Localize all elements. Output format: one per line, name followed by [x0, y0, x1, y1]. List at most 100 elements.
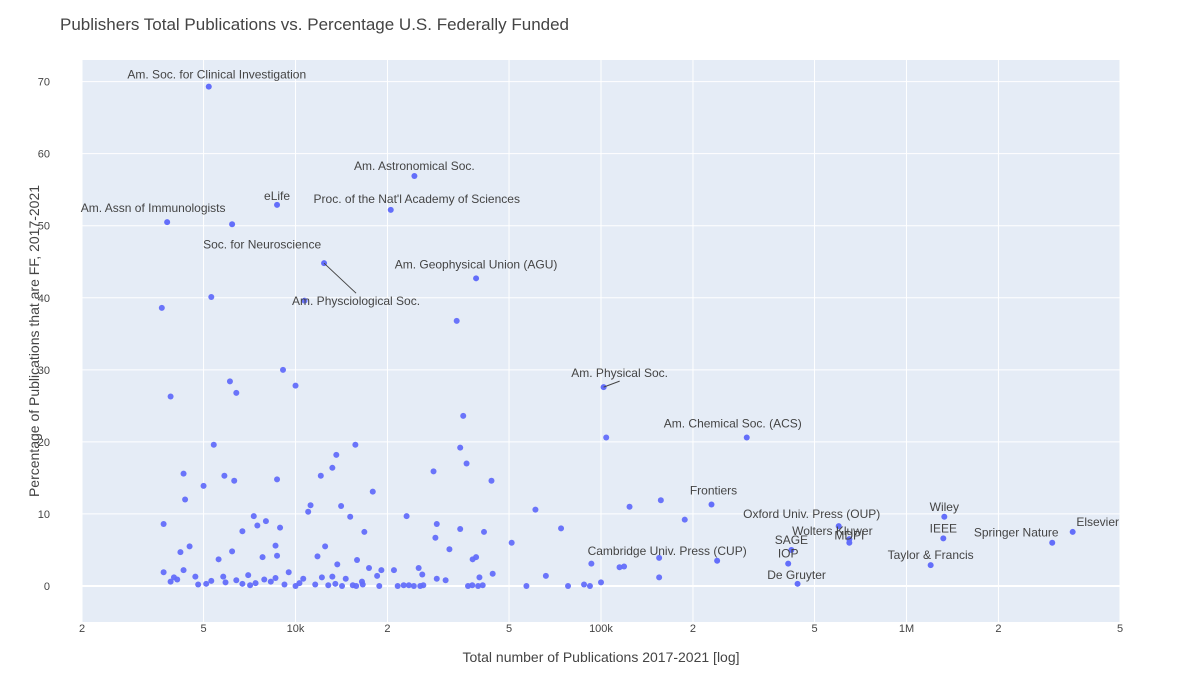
y-axis-ticks: 0 10 20 30 40 50 60 70 — [38, 77, 50, 593]
data-point — [473, 554, 480, 561]
data-point — [361, 528, 368, 535]
data-point — [410, 582, 417, 589]
data-point — [476, 574, 483, 581]
data-point — [352, 441, 359, 448]
data-point — [481, 528, 488, 535]
annotation-label: Am. Astronomical Soc. — [354, 159, 475, 173]
x-tick-label: 100k — [589, 623, 613, 635]
data-point — [603, 434, 610, 441]
labeled-data-point — [411, 173, 418, 180]
data-point — [226, 378, 233, 385]
data-point — [621, 563, 628, 570]
data-point — [369, 488, 376, 495]
data-point — [475, 582, 482, 589]
data-point — [400, 582, 407, 589]
y-tick-label: 0 — [44, 581, 50, 593]
data-point — [203, 580, 210, 587]
labeled-data-point — [229, 221, 236, 228]
annotation-label: Am. Physical Soc. — [571, 366, 668, 380]
y-tick-label: 40 — [38, 293, 50, 305]
annotation-label: Wiley — [930, 500, 959, 514]
data-point — [586, 582, 593, 589]
annotation-label: Frontiers — [690, 484, 737, 498]
data-point — [300, 575, 307, 582]
data-point — [453, 317, 460, 324]
x-axis-title: Total number of Publications 2017-2021 [… — [462, 649, 739, 665]
annotation-label: Am. Physciological Soc. — [292, 294, 420, 308]
annotation-label: Taylor & Francis — [888, 548, 974, 562]
data-point — [558, 525, 565, 532]
data-point — [460, 412, 467, 419]
data-point — [177, 549, 184, 556]
data-point — [433, 521, 440, 528]
annotation-label: Wolters Kluwer — [792, 524, 872, 538]
data-point — [239, 528, 246, 535]
chart-title: Publishers Total Publications vs. Percen… — [60, 15, 569, 34]
annotation-label: Am. Assn of Immunologists — [81, 201, 226, 215]
labeled-data-point — [941, 513, 948, 520]
annotation-label: Am. Chemical Soc. (ACS) — [664, 417, 802, 431]
data-point — [318, 574, 325, 581]
data-point — [292, 582, 299, 589]
x-tick-label: 5 — [200, 623, 206, 635]
x-tick-label: 5 — [811, 623, 817, 635]
labeled-data-point — [1069, 528, 1076, 535]
x-tick-label: 5 — [506, 623, 512, 635]
labeled-data-point — [927, 562, 934, 569]
data-point — [245, 572, 252, 579]
data-point — [329, 573, 336, 580]
labeled-data-point — [940, 535, 947, 542]
data-point — [167, 393, 174, 400]
data-point — [262, 518, 269, 525]
data-point — [314, 553, 321, 560]
labeled-data-point — [785, 560, 792, 567]
annotation-arrow — [323, 262, 357, 294]
annotation-label: Cambridge Univ. Press (CUP) — [588, 544, 747, 558]
data-point — [359, 581, 366, 588]
data-point — [167, 578, 174, 585]
data-point — [394, 582, 401, 589]
data-point — [366, 564, 373, 571]
data-point — [239, 580, 246, 587]
labeled-data-point — [708, 501, 715, 508]
data-point — [376, 582, 383, 589]
annotation-label: Soc. for Neuroscience — [203, 237, 321, 251]
data-point — [195, 581, 202, 588]
annotation-label: De Gruyter — [767, 568, 826, 582]
data-point — [274, 476, 281, 483]
data-point — [272, 575, 279, 582]
data-point — [353, 582, 360, 589]
labeled-data-points — [164, 83, 1076, 587]
annotations: Am. Soc. for Clinical Investigation Am. A… — [81, 68, 1119, 582]
data-point — [261, 576, 268, 583]
data-point — [433, 575, 440, 582]
data-point — [160, 569, 167, 576]
data-point — [339, 582, 346, 589]
data-point — [417, 582, 424, 589]
annotation-label: IEEE — [930, 521, 957, 535]
labeled-data-point — [794, 580, 801, 587]
data-point — [334, 561, 341, 568]
data-point — [222, 579, 229, 586]
data-point — [419, 571, 426, 578]
grid-lines — [81, 60, 1121, 622]
data-point — [338, 502, 345, 509]
annotation-label: Am. Soc. for Clinical Investigation — [127, 68, 306, 82]
labeled-data-point — [835, 523, 842, 530]
data-point — [160, 521, 167, 528]
x-tick-label: 1M — [899, 623, 914, 635]
data-point — [403, 513, 410, 520]
y-tick-label: 10 — [38, 509, 50, 521]
x-axis-ticks: 2 5 10k 2 5 100k 2 5 1M 2 5 — [79, 623, 1123, 635]
y-tick-label: 60 — [38, 149, 50, 161]
data-point — [200, 482, 207, 489]
data-point — [208, 294, 215, 301]
labeled-data-point — [473, 275, 480, 282]
data-point — [174, 576, 181, 583]
data-point — [405, 582, 412, 589]
data-point — [192, 573, 199, 580]
data-point — [272, 542, 279, 549]
annotation-label: Proc. of the Nat'l Academy of Sciences — [314, 192, 520, 206]
data-point — [588, 560, 595, 567]
data-point — [532, 506, 539, 513]
